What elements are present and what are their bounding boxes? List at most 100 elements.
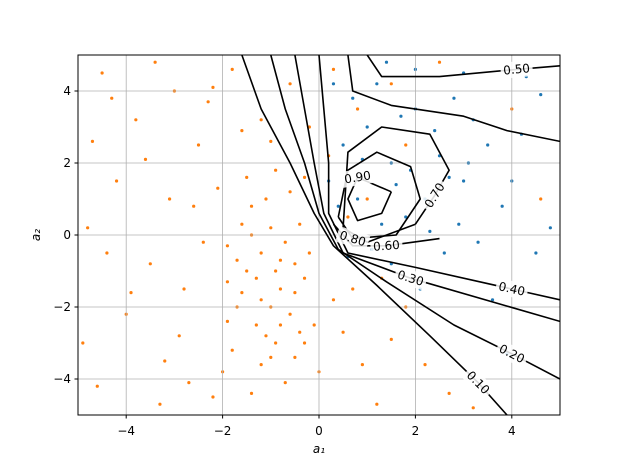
- scatter-point: [476, 240, 480, 244]
- y-tick-label: 4: [63, 84, 71, 98]
- scatter-point: [235, 258, 239, 262]
- scatter-point: [105, 251, 109, 255]
- y-tick-label: −2: [53, 300, 71, 314]
- scatter-point: [283, 381, 287, 385]
- contour-label-group: 0.50: [499, 60, 534, 79]
- scatter-point: [457, 222, 461, 226]
- scatter-point: [167, 197, 172, 201]
- scatter-point: [81, 341, 85, 345]
- contour-label-bg: [493, 339, 530, 369]
- scatter-point: [274, 341, 278, 345]
- grid: [78, 55, 560, 415]
- scatter-point: [346, 215, 350, 219]
- scatter-point: [254, 276, 258, 280]
- scatter-point: [230, 348, 234, 352]
- scatter-point: [380, 222, 384, 226]
- scatter-point: [143, 157, 148, 161]
- scatter-point: [225, 244, 230, 248]
- contour-label-bg: [369, 236, 404, 256]
- scatter-point: [534, 251, 538, 255]
- contour-label: 0.90: [343, 168, 372, 186]
- scatter-point: [462, 179, 466, 183]
- scatter-point: [249, 391, 254, 395]
- x-tick-label: −4: [117, 424, 135, 438]
- x-tick-label: 2: [412, 424, 420, 438]
- scatter-point: [90, 139, 95, 143]
- scatter-point: [404, 143, 408, 147]
- scatter-point: [259, 298, 263, 302]
- contour-line: [270, 55, 560, 380]
- axes: −4 −2 0 2 4 −4 −2 0 2 4: [53, 84, 515, 438]
- scatter-point: [500, 204, 504, 208]
- scatter-point: [86, 226, 90, 230]
- contour-label-bg: [461, 365, 495, 400]
- scatter-point: [206, 100, 210, 104]
- scatter-point: [375, 402, 379, 406]
- scatter-point: [240, 129, 244, 133]
- scatter-point: [302, 341, 307, 345]
- plot-area: [81, 60, 552, 410]
- x-tick-label: 0: [315, 424, 323, 438]
- scatter-point: [452, 96, 456, 100]
- scatter-point: [351, 96, 355, 100]
- scatter-point: [442, 251, 446, 255]
- scatter-point: [264, 197, 268, 201]
- contour-label-group: 0.90: [340, 166, 375, 188]
- scatter-point: [245, 269, 249, 273]
- scatter-point: [384, 60, 389, 64]
- scatter-point: [312, 323, 316, 327]
- contour-label-group: 0.80: [335, 226, 371, 251]
- contour-label: 0.40: [497, 279, 526, 299]
- y-tick-label: −4: [53, 372, 71, 386]
- scatter-point: [298, 330, 302, 334]
- scatter-point: [539, 197, 543, 201]
- scatter-point: [404, 215, 408, 219]
- scatter-point: [293, 262, 297, 266]
- scatter-point: [288, 312, 292, 316]
- y-tick-label: 0: [63, 228, 71, 242]
- scatter-point: [360, 363, 364, 367]
- scatter-point: [351, 287, 355, 291]
- scatter-point: [274, 168, 278, 172]
- scatter-point: [389, 82, 393, 86]
- scatter-point: [283, 240, 287, 244]
- scatter-point: [389, 337, 393, 341]
- scatter-point: [274, 269, 278, 273]
- scatter-point: [331, 298, 336, 302]
- contours: 0.100.200.300.400.500.600.700.800.90: [241, 55, 560, 415]
- scatter-point: [278, 323, 283, 327]
- scatter-point: [288, 82, 292, 86]
- scatter-point: [110, 96, 114, 100]
- scatter-point: [278, 287, 283, 291]
- scatter-point: [447, 391, 451, 395]
- x-tick-label: −2: [214, 424, 232, 438]
- scatter-point: [302, 175, 307, 179]
- contour-label-bg: [419, 177, 450, 214]
- scatter-point: [394, 183, 398, 187]
- scatter-point: [548, 226, 552, 230]
- scatter-point: [293, 355, 297, 359]
- scatter-point: [307, 251, 311, 255]
- scatter-point: [331, 67, 336, 71]
- scatter-point: [341, 330, 345, 334]
- scatter-point: [365, 125, 369, 129]
- scatter-point: [254, 323, 258, 327]
- scatter-point: [259, 251, 263, 255]
- scatter-point: [249, 204, 254, 208]
- scatter-point: [153, 60, 157, 64]
- scatter-point: [423, 363, 427, 367]
- scatter-point: [259, 363, 263, 367]
- scatter-point: [269, 226, 273, 230]
- contour-label: 0.60: [373, 238, 401, 254]
- scatter-point: [302, 276, 307, 280]
- scatter-point: [331, 82, 336, 86]
- scatter-point: [399, 114, 403, 118]
- scatter-point: [471, 406, 475, 410]
- scatter-point: [114, 179, 119, 183]
- scatter-point: [211, 395, 215, 399]
- scatter-point: [433, 129, 437, 133]
- scatter-point: [336, 204, 340, 208]
- contour-label: 0.50: [503, 61, 531, 77]
- scatter-point: [230, 67, 234, 71]
